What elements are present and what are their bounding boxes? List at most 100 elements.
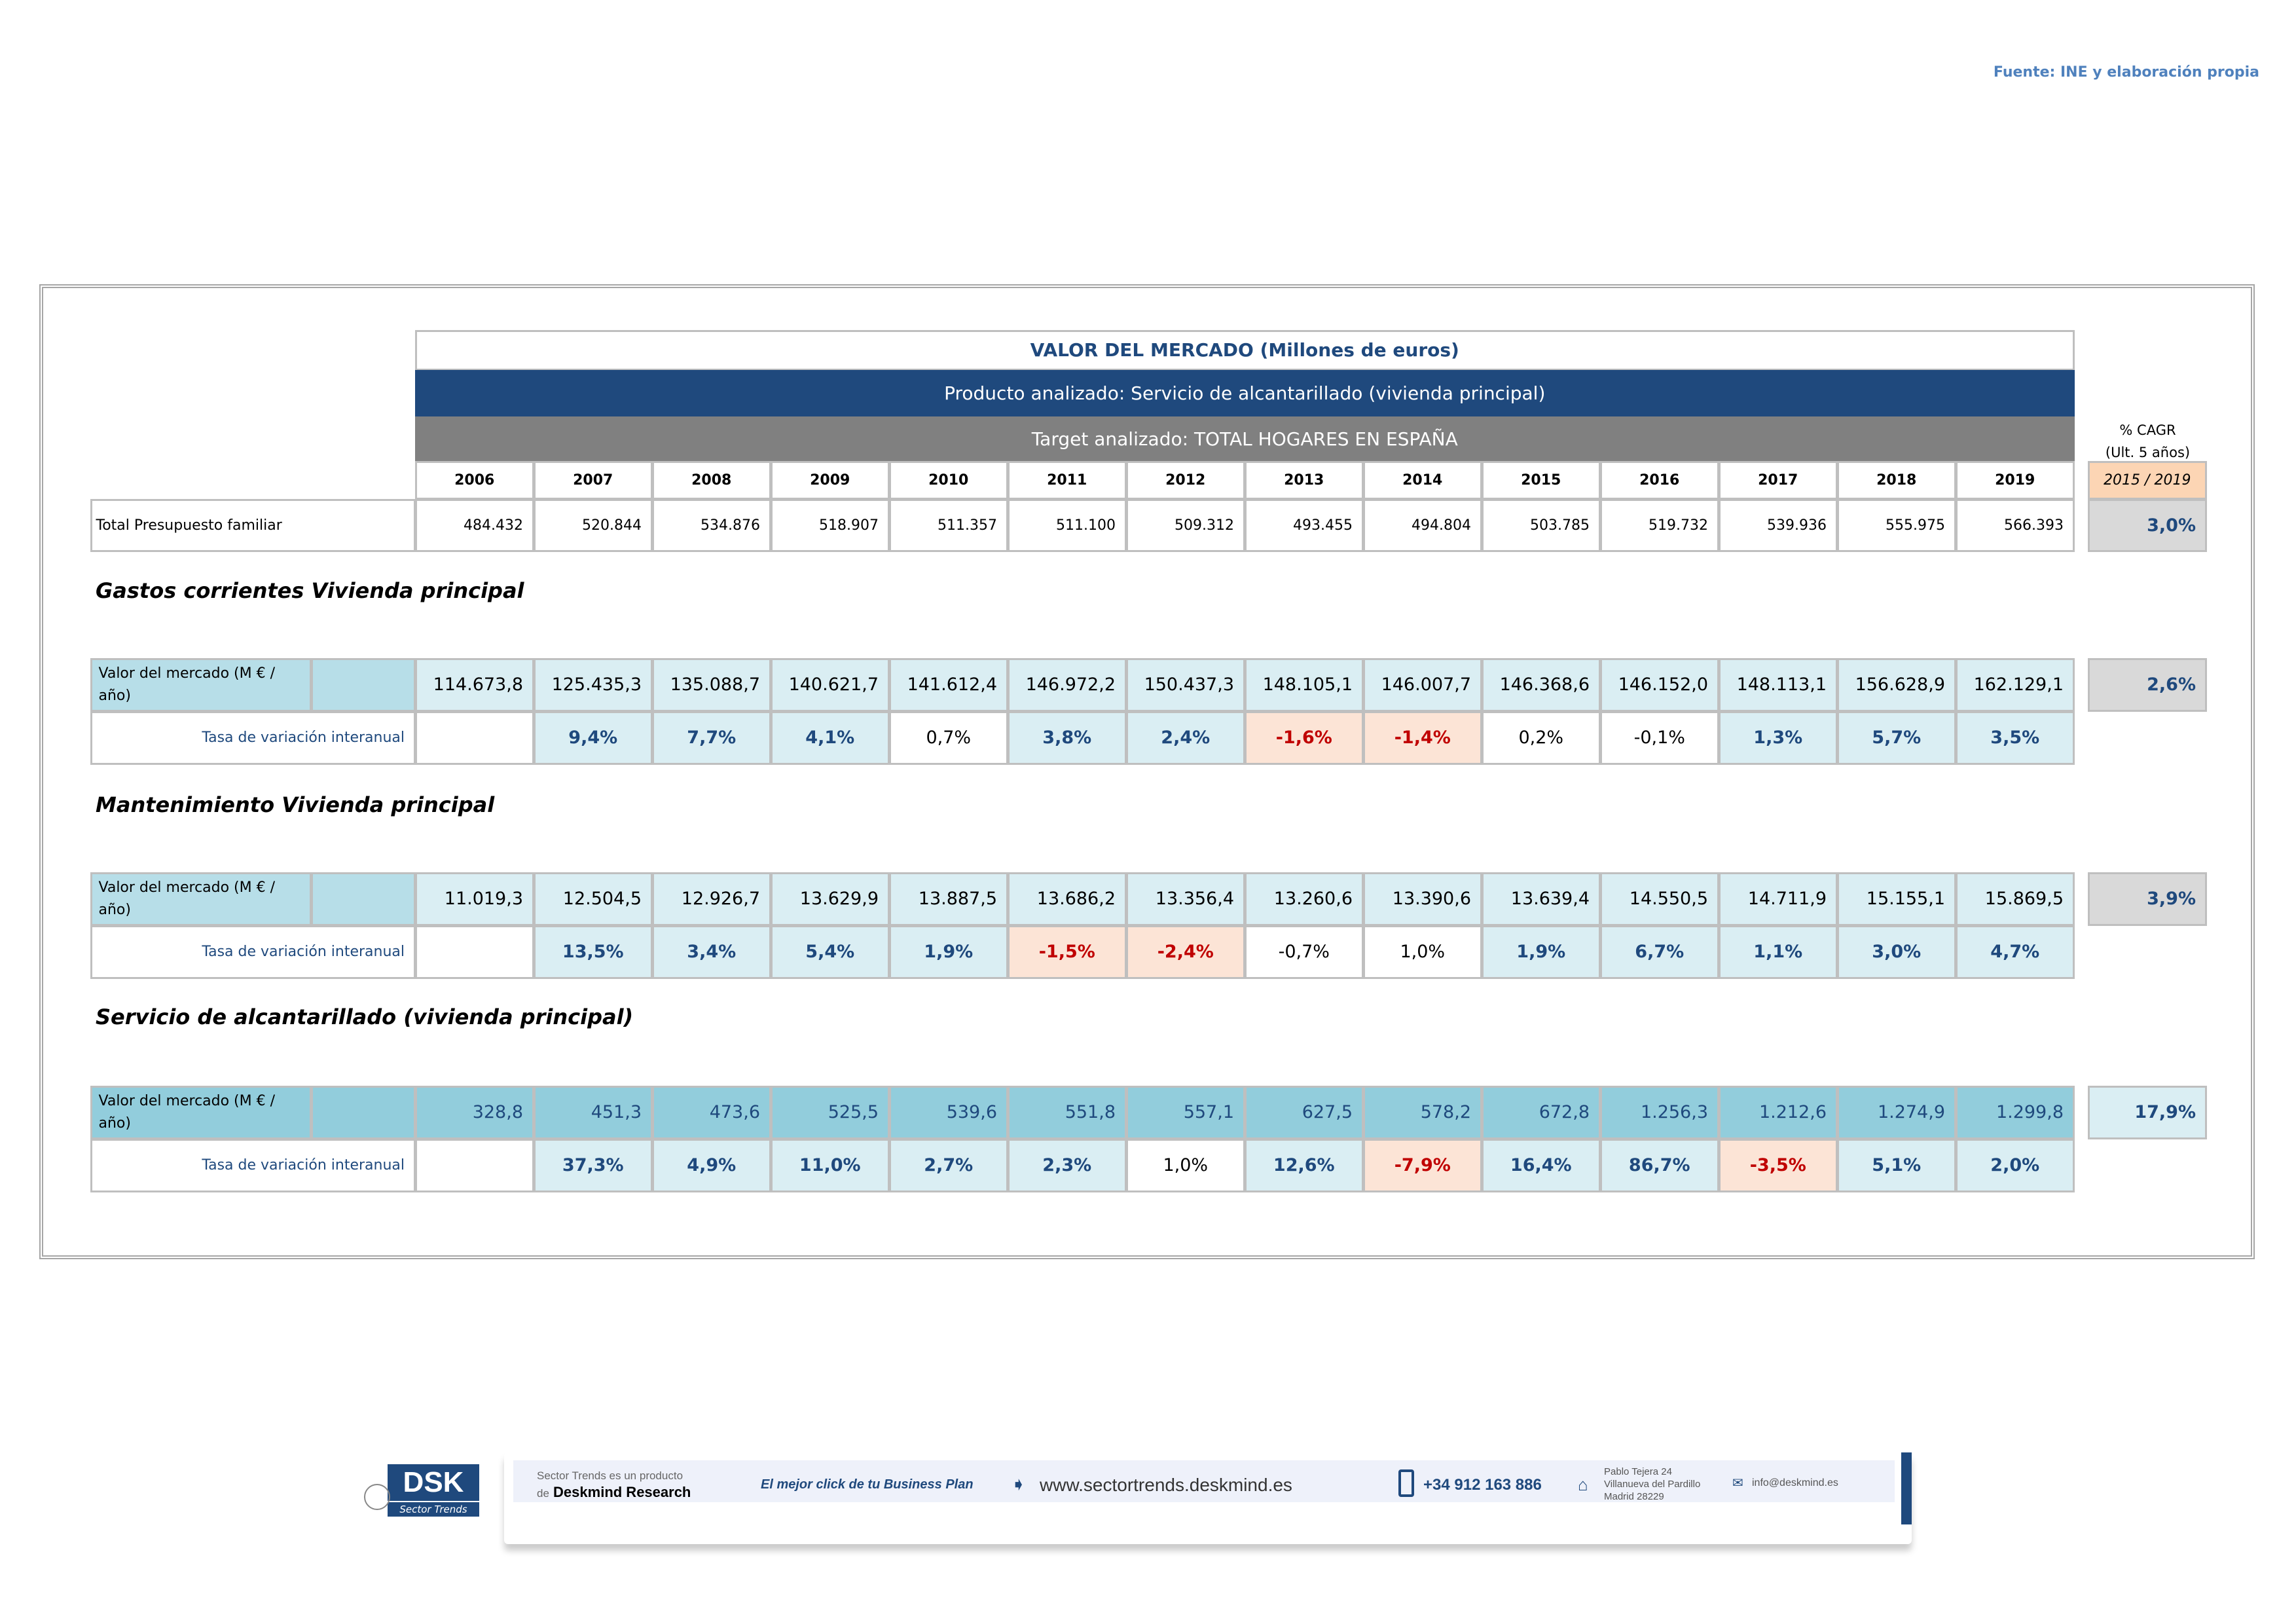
logo-text: DSK bbox=[388, 1464, 479, 1501]
address-line: Pablo Tejera 24 bbox=[1604, 1466, 1672, 1477]
rate-value: 37,3% bbox=[533, 1138, 653, 1192]
total-value: 509.312 bbox=[1125, 498, 1245, 552]
total-value: 566.393 bbox=[1955, 498, 2075, 552]
rate-value: 1,3% bbox=[1718, 710, 1838, 765]
rate-value: 11,0% bbox=[770, 1138, 890, 1192]
mail-icon: ✉ bbox=[1732, 1476, 1743, 1490]
rate-value: 0,7% bbox=[888, 710, 1008, 765]
rate-value: 12,6% bbox=[1244, 1138, 1364, 1192]
website-link[interactable]: www.sectortrends.deskmind.es bbox=[1040, 1475, 1292, 1495]
total-value: 520.844 bbox=[533, 498, 653, 552]
market-value: 13.390,6 bbox=[1362, 872, 1482, 926]
rate-value: -3,5% bbox=[1718, 1138, 1838, 1192]
rate-value: 2,3% bbox=[1007, 1138, 1127, 1192]
total-value: 511.357 bbox=[888, 498, 1008, 552]
year-header: 2008 bbox=[651, 460, 771, 500]
footer-banner: Sector Trends es un producto de Deskmind… bbox=[504, 1452, 1912, 1544]
market-value: 13.356,4 bbox=[1125, 872, 1245, 926]
value-row-spacer bbox=[310, 657, 416, 712]
rate-value: -0,7% bbox=[1244, 925, 1364, 979]
market-value: 13.887,5 bbox=[888, 872, 1008, 926]
table-frame bbox=[39, 284, 2255, 1259]
market-value: 12.926,7 bbox=[651, 872, 771, 926]
market-value: 146.007,7 bbox=[1362, 657, 1482, 712]
section-title: Servicio de alcantarillado (vivienda pri… bbox=[96, 1005, 634, 1029]
address-line: Villanueva del Pardillo bbox=[1604, 1479, 1701, 1490]
market-value: 525,5 bbox=[770, 1085, 890, 1139]
rate-value: 3,4% bbox=[651, 925, 771, 979]
market-value: 140.621,7 bbox=[770, 657, 890, 712]
market-value: 578,2 bbox=[1362, 1085, 1482, 1139]
rate-value: -1,5% bbox=[1007, 925, 1127, 979]
year-header: 2016 bbox=[1599, 460, 1719, 500]
year-header: 2006 bbox=[414, 460, 534, 500]
rate-value bbox=[414, 710, 534, 765]
market-value: 14.550,5 bbox=[1599, 872, 1719, 926]
total-value: 555.975 bbox=[1836, 498, 1956, 552]
year-header: 2018 bbox=[1836, 460, 1956, 500]
year-header: 2009 bbox=[770, 460, 890, 500]
market-value: 627,5 bbox=[1244, 1085, 1364, 1139]
cagr-period: 2015 / 2019 bbox=[2087, 460, 2207, 500]
phone-icon bbox=[1398, 1469, 1414, 1497]
market-value: 1.256,3 bbox=[1599, 1085, 1719, 1139]
rate-value: -1,6% bbox=[1244, 710, 1364, 765]
market-value: 13.260,6 bbox=[1244, 872, 1364, 926]
rate-value: -7,9% bbox=[1362, 1138, 1482, 1192]
rate-value: 1,0% bbox=[1362, 925, 1482, 979]
year-header: 2010 bbox=[888, 460, 1008, 500]
total-value: 493.455 bbox=[1244, 498, 1364, 552]
phone-number: +34 912 163 886 bbox=[1423, 1476, 1542, 1494]
rate-value: 16,4% bbox=[1481, 1138, 1601, 1192]
rate-value: 2,0% bbox=[1955, 1138, 2075, 1192]
market-value: 146.972,2 bbox=[1007, 657, 1127, 712]
product-prefix: de bbox=[537, 1487, 549, 1500]
rate-value: -1,4% bbox=[1362, 710, 1482, 765]
product-brand: de Deskmind Research bbox=[537, 1484, 691, 1501]
rate-value: 6,7% bbox=[1599, 925, 1719, 979]
rate-value: 4,7% bbox=[1955, 925, 2075, 979]
rate-value: 4,1% bbox=[770, 710, 890, 765]
brand-name: Deskmind Research bbox=[553, 1484, 691, 1500]
rate-value: 86,7% bbox=[1599, 1138, 1719, 1192]
market-value: 15.155,1 bbox=[1836, 872, 1956, 926]
cagr-value: 17,9% bbox=[2087, 1085, 2207, 1139]
rate-value: 1,9% bbox=[1481, 925, 1601, 979]
market-value: 1.274,9 bbox=[1836, 1085, 1956, 1139]
rate-value: -2,4% bbox=[1125, 925, 1245, 979]
cagr-header: % CAGR (Ult. 5 años) bbox=[2088, 419, 2207, 464]
total-value: 503.785 bbox=[1481, 498, 1601, 552]
rate-value: 13,5% bbox=[533, 925, 653, 979]
market-value: 146.368,6 bbox=[1481, 657, 1601, 712]
total-value: 519.732 bbox=[1599, 498, 1719, 552]
table-title: VALOR DEL MERCADO (Millones de euros) bbox=[414, 329, 2075, 371]
product-header: Producto analizado: Servicio de alcantar… bbox=[414, 369, 2075, 417]
logo-subtext: Sector Trends bbox=[388, 1502, 479, 1517]
market-value: 13.639,4 bbox=[1481, 872, 1601, 926]
rate-value: 5,7% bbox=[1836, 710, 1956, 765]
market-value: 141.612,4 bbox=[888, 657, 1008, 712]
cagr-value: 2,6% bbox=[2087, 657, 2207, 712]
total-cagr: 3,0% bbox=[2087, 498, 2207, 552]
year-header: 2013 bbox=[1244, 460, 1364, 500]
market-value: 473,6 bbox=[651, 1085, 771, 1139]
market-value: 13.629,9 bbox=[770, 872, 890, 926]
year-header: 2017 bbox=[1718, 460, 1838, 500]
total-value: 534.876 bbox=[651, 498, 771, 552]
market-value: 672,8 bbox=[1481, 1085, 1601, 1139]
market-value: 162.129,1 bbox=[1955, 657, 2075, 712]
market-value: 1.212,6 bbox=[1718, 1085, 1838, 1139]
market-value: 150.437,3 bbox=[1125, 657, 1245, 712]
email-link[interactable]: info@deskmind.es bbox=[1752, 1477, 1838, 1488]
rate-value: 4,9% bbox=[651, 1138, 771, 1192]
market-value: 12.504,5 bbox=[533, 872, 653, 926]
value-row-label: Valor del mercado (M € / año) bbox=[90, 872, 312, 926]
market-value: 14.711,9 bbox=[1718, 872, 1838, 926]
market-value: 539,6 bbox=[888, 1085, 1008, 1139]
market-value: 1.299,8 bbox=[1955, 1085, 2075, 1139]
value-row-spacer bbox=[310, 1085, 416, 1139]
dsk-logo: DSK Sector Trends bbox=[364, 1464, 483, 1521]
year-header: 2011 bbox=[1007, 460, 1127, 500]
year-header: 2007 bbox=[533, 460, 653, 500]
year-header: 2012 bbox=[1125, 460, 1245, 500]
